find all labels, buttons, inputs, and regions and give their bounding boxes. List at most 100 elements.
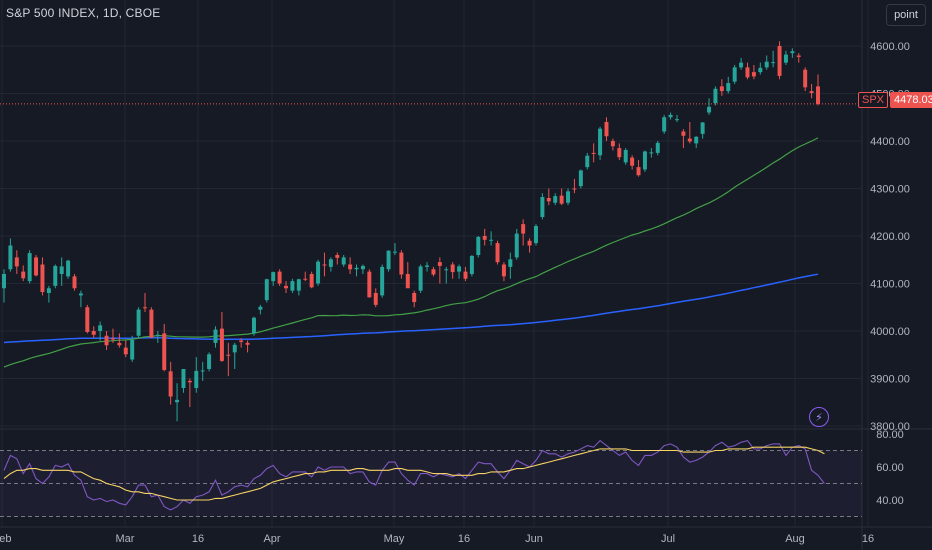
rsi-ma-line: [3, 446, 825, 501]
candle-body: [21, 271, 26, 279]
candle-body: [642, 151, 647, 170]
price-tick-label: 3900.00: [870, 374, 910, 386]
price-tick-label: 4600.00: [870, 41, 910, 53]
candle-body: [200, 370, 205, 372]
candle-body: [636, 167, 641, 176]
candle-body: [790, 51, 795, 54]
candle-body: [572, 188, 577, 190]
candle-body: [681, 131, 686, 136]
time-tick-label: Feb: [0, 533, 11, 545]
price-tag-symbol: SPX: [858, 92, 889, 108]
candle-body: [239, 340, 244, 342]
candle-body: [290, 281, 295, 291]
chart-title: S&P 500 INDEX, 1D, CBOE: [6, 6, 161, 20]
candle-body: [700, 122, 705, 134]
candle-body: [232, 344, 237, 353]
candle-body: [694, 136, 699, 144]
candle-body: [585, 155, 590, 168]
candle-body: [53, 265, 58, 286]
candle-body: [136, 309, 141, 336]
lightning-icon[interactable]: ⚡: [809, 407, 829, 427]
candle-body: [72, 276, 77, 289]
candle-body: [476, 236, 481, 255]
price-tag-value: 4478.03: [890, 92, 932, 108]
candle-body: [284, 285, 289, 289]
candle-body: [380, 266, 385, 296]
candle-body: [322, 264, 327, 266]
candle-body: [354, 267, 359, 270]
candle-body: [469, 255, 474, 274]
candle-body: [796, 55, 801, 57]
candle-body: [207, 354, 212, 369]
candle-body: [392, 251, 397, 253]
candle-body: [123, 347, 128, 355]
candle-body: [155, 334, 160, 336]
candle-body: [559, 195, 564, 204]
candle-body: [309, 274, 314, 288]
candle-body: [245, 342, 250, 345]
rsi-tick-label: 60.00: [876, 462, 904, 474]
candle-body: [367, 271, 372, 298]
candle-body: [149, 309, 154, 338]
ma50-line: [3, 137, 819, 368]
last-price-tag: SPX 4478.03: [858, 92, 932, 108]
time-tick-label: Mar: [116, 533, 135, 545]
candle-body: [8, 245, 13, 270]
candle-body: [316, 261, 321, 284]
time-tick-label: May: [384, 533, 405, 545]
candle-body: [130, 340, 135, 360]
candle-body: [168, 371, 173, 397]
price-tick-label: 3800.00: [870, 421, 910, 433]
candle-body: [713, 88, 718, 103]
candle-body: [739, 62, 744, 68]
candle-body: [732, 67, 737, 82]
candle-body: [2, 274, 6, 289]
candle-body: [758, 67, 763, 73]
rsi-line: [3, 439, 825, 511]
candle-body: [444, 269, 449, 271]
candle-body: [360, 265, 365, 270]
price-tick-label: 4200.00: [870, 231, 910, 243]
time-tick-label: Jul: [661, 533, 675, 545]
candle-body: [816, 86, 820, 104]
candle-body: [34, 257, 39, 276]
candle-body: [540, 197, 545, 217]
candle-body: [425, 265, 430, 267]
candle-body: [117, 342, 122, 346]
price-tick-label: 4300.00: [870, 184, 910, 196]
candle-body: [59, 266, 64, 274]
candle-body: [303, 278, 308, 280]
price-tick-label: 4400.00: [870, 136, 910, 148]
candle-body: [110, 338, 115, 340]
candle-body: [803, 69, 808, 88]
candle-body: [162, 333, 167, 370]
price-tick-label: 4000.00: [870, 326, 910, 338]
candle-body: [764, 61, 769, 68]
candle-body: [553, 196, 558, 203]
candle-body: [527, 240, 532, 246]
candle-body: [578, 170, 583, 187]
candle-body: [91, 331, 96, 335]
candle-body: [707, 106, 712, 113]
candle-body: [264, 279, 269, 301]
candle-body: [187, 380, 192, 383]
candle-body: [40, 264, 45, 293]
time-tick-label: 16: [458, 533, 470, 545]
candle-body: [617, 148, 622, 158]
candle-body: [726, 83, 731, 92]
candle-body: [181, 369, 186, 388]
candle-body: [335, 255, 340, 258]
candle-body: [104, 335, 109, 346]
candle-body: [85, 307, 90, 332]
point-scale-button[interactable]: point: [886, 4, 926, 26]
candle-body: [489, 239, 494, 241]
candle-body: [258, 306, 263, 310]
candle-body: [412, 293, 417, 303]
candle-body: [213, 329, 218, 343]
candle-body: [450, 264, 455, 273]
ma200-line: [3, 273, 819, 344]
candle-body: [386, 250, 391, 270]
candle-body: [271, 272, 276, 282]
